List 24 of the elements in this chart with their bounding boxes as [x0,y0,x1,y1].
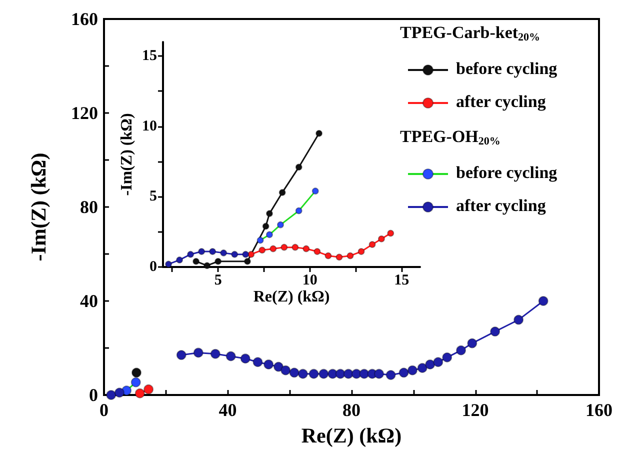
y-tick-label: 0 [150,259,157,275]
y-tick-label: 15 [142,48,157,64]
x-tick-label: 120 [462,400,489,420]
x-tick-label: 5 [214,272,222,288]
y-axis-title: -Im(Z) (kΩ) [26,152,50,262]
x-axis-title: Re(Z) (kΩ) [301,424,402,448]
y-tick-label: 5 [150,188,157,205]
x-tick-label: 10 [302,272,318,288]
legend-label: before cycling [456,59,558,78]
x-axis-title: Re(Z) (kΩ) [253,288,330,306]
y-tick-label: 120 [71,103,98,123]
y-tick-label: 160 [71,9,98,29]
y-tick-label: 0 [89,385,98,405]
legend-label: after cycling [456,92,546,111]
legend-label: before cycling [456,163,558,182]
x-tick-label: 40 [218,400,237,420]
x-tick-label: 160 [586,400,612,420]
legend-label: after cycling [456,196,546,215]
x-tick-label: 15 [394,272,410,288]
y-tick-label: 10 [142,118,157,134]
y-tick-label: 40 [80,291,98,311]
x-tick-label: 80 [342,400,360,420]
y-axis-title: -Im(Z) (kΩ) [118,113,136,196]
y-tick-label: 80 [80,197,98,217]
